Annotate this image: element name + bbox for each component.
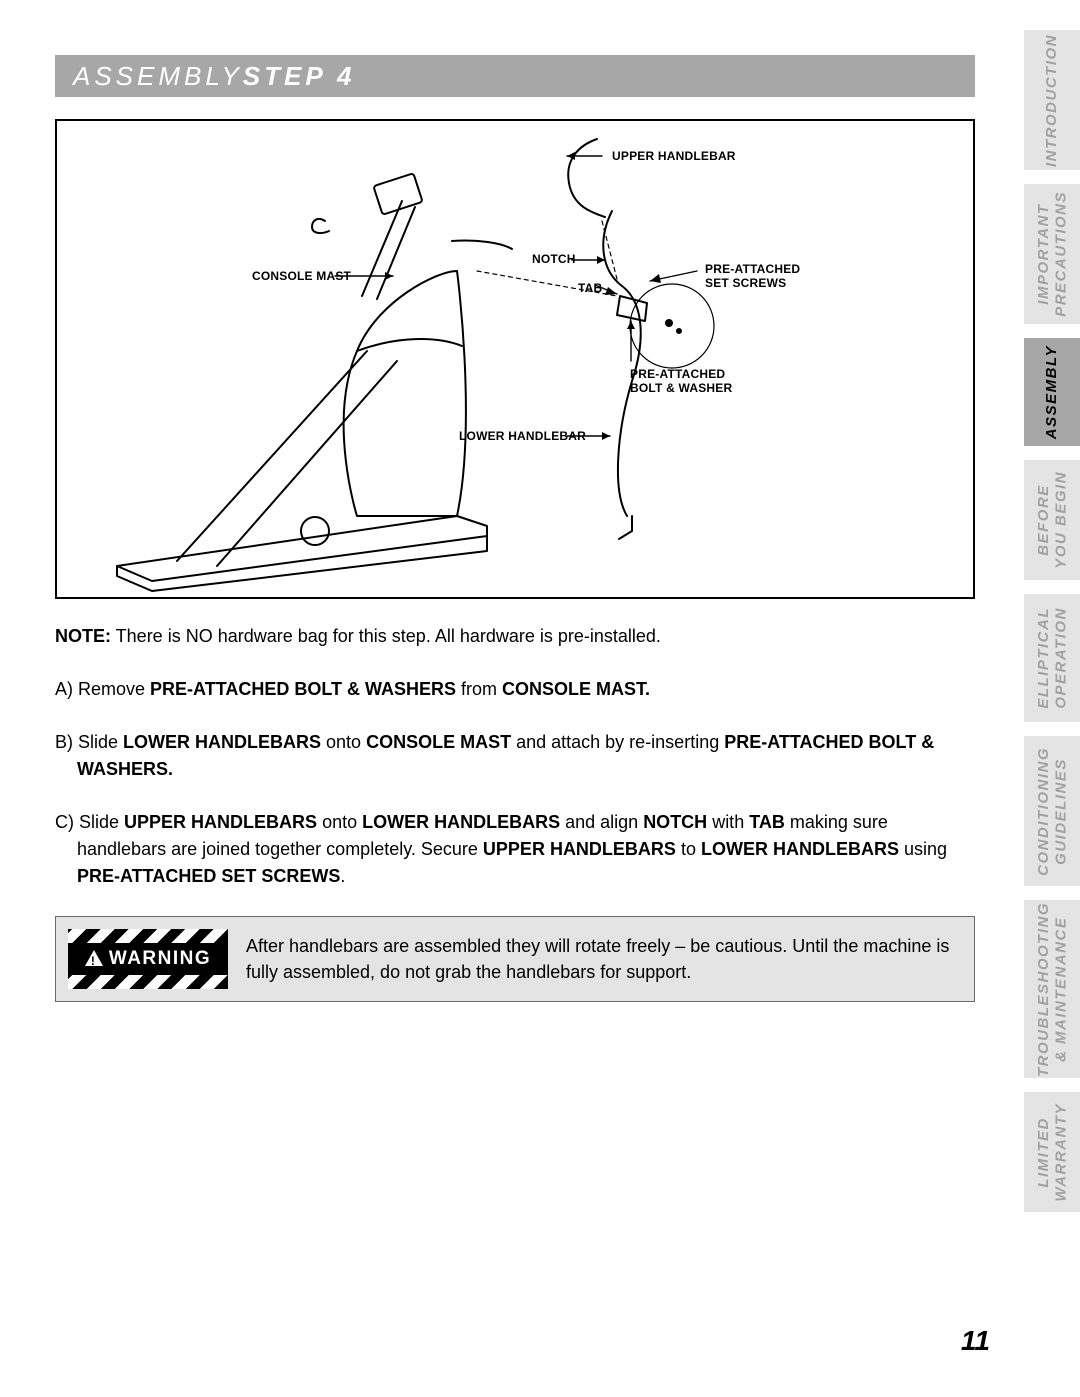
label-bolt-1: PRE-ATTACHED [630, 367, 725, 381]
label-setscrew-1: PRE-ATTACHED [705, 262, 800, 276]
page-number: 11 [961, 1325, 990, 1357]
tab-label: CONDITIONING GUIDELINES [1035, 747, 1070, 876]
tab-label: INTRODUCTION [1043, 34, 1060, 167]
tab-conditioning-guidelines[interactable]: CONDITIONING GUIDELINES [1024, 736, 1080, 886]
label-console-mast: CONSOLE MAST [252, 269, 351, 283]
tab-introduction[interactable]: INTRODUCTION [1024, 30, 1080, 170]
tab-elliptical-operation[interactable]: ELLIPTICAL OPERATION [1024, 594, 1080, 722]
warning-label-row: WARNING [68, 943, 228, 975]
warning-triangle-icon [85, 950, 103, 966]
note-label: NOTE: [55, 626, 111, 646]
tab-label: LIMITED WARRANTY [1035, 1103, 1070, 1202]
tab-label: ASSEMBLY [1043, 345, 1060, 439]
hazard-stripes-bottom [68, 975, 228, 989]
assembly-step-title: ASSEMBLY STEP 4 [55, 55, 975, 97]
warning-box: WARNING After handlebars are assembled t… [55, 916, 975, 1002]
step-a: A) Remove PRE-ATTACHED BOLT & WASHERS fr… [55, 676, 975, 703]
label-tab: TAB [578, 281, 602, 295]
label-upper-handlebar: UPPER HANDLEBAR [612, 149, 736, 163]
title-light: ASSEMBLY [73, 61, 243, 92]
warning-badge: WARNING [68, 929, 228, 989]
hazard-stripes-top [68, 929, 228, 943]
instructions: NOTE: There is NO hardware bag for this … [55, 623, 975, 1002]
title-bold: STEP 4 [243, 61, 356, 92]
tab-important-precautions[interactable]: IMPORTANT PRECAUTIONS [1024, 184, 1080, 324]
label-setscrew-2: SET SCREWS [705, 276, 786, 290]
step-c: C) Slide UPPER HANDLEBARS onto LOWER HAN… [55, 809, 975, 890]
note-line: NOTE: There is NO hardware bag for this … [55, 623, 975, 650]
warning-label: WARNING [109, 945, 211, 974]
step-b: B) Slide LOWER HANDLEBARS onto CONSOLE M… [55, 729, 975, 783]
tab-assembly[interactable]: ASSEMBLY [1024, 338, 1080, 446]
tab-label: BEFORE YOU BEGIN [1035, 471, 1070, 569]
tab-troubleshooting-maintenance[interactable]: TROUBLESHOOTING & MAINTENANCE [1024, 900, 1080, 1078]
label-bolt-2: BOLT & WASHER [630, 381, 732, 395]
warning-text: After handlebars are assembled they will… [246, 933, 956, 985]
tab-label: TROUBLESHOOTING & MAINTENANCE [1035, 902, 1070, 1077]
tab-label: IMPORTANT PRECAUTIONS [1035, 191, 1070, 317]
label-notch: NOTCH [532, 252, 576, 266]
note-text: There is NO hardware bag for this step. … [111, 626, 661, 646]
tab-limited-warranty[interactable]: LIMITED WARRANTY [1024, 1092, 1080, 1212]
assembly-diagram: UPPER HANDLEBAR CONSOLE MAST NOTCH TAB P… [55, 119, 975, 599]
diagram-svg [57, 121, 973, 597]
label-lower-handlebar: LOWER HANDLEBAR [459, 429, 586, 443]
tab-before-you-begin[interactable]: BEFORE YOU BEGIN [1024, 460, 1080, 580]
tab-label: ELLIPTICAL OPERATION [1035, 607, 1070, 709]
section-tabs: INTRODUCTION IMPORTANT PRECAUTIONS ASSEMBL… [1024, 30, 1080, 1212]
